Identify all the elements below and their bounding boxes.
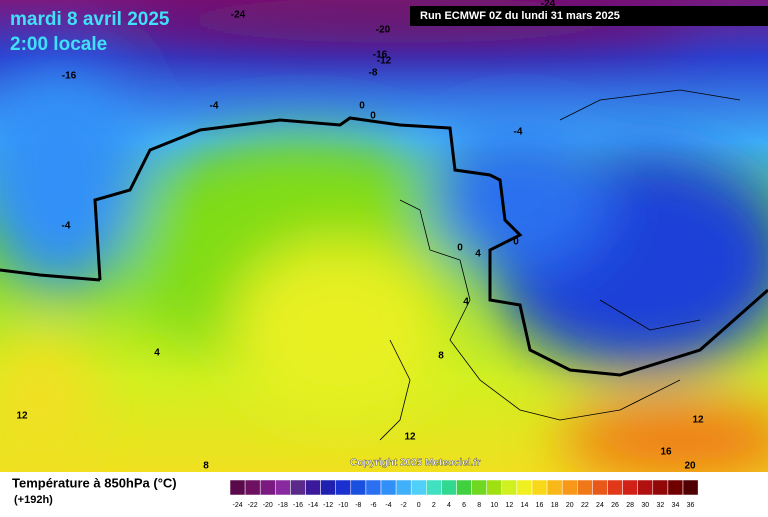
scale-label: 8 [477, 502, 481, 509]
scale-label: 12 [505, 502, 513, 509]
scale-label: 0 [417, 502, 421, 509]
contour-label: 0 [457, 243, 463, 254]
contour-label: 12 [16, 411, 28, 422]
time: 2:00 locale [10, 34, 107, 55]
scale-label: 20 [566, 502, 574, 509]
scale-label: 16 [536, 502, 544, 509]
scale-swatch [501, 479, 518, 496]
scale-label: -2 [401, 502, 407, 509]
scale-label: -16 [293, 502, 303, 509]
scale-label: 6 [462, 502, 466, 509]
run-box [410, 6, 768, 26]
scale-label: -18 [278, 502, 288, 509]
contour-label: 16 [660, 447, 672, 458]
contour-label: 0 [513, 237, 519, 248]
scale-swatch [395, 479, 412, 496]
scale-swatch [516, 479, 533, 496]
scale-swatch [577, 479, 593, 496]
scale-swatch [592, 479, 608, 496]
contour-label: -16 [62, 71, 77, 82]
contour-label: -4 [62, 221, 71, 232]
scale-swatch [652, 479, 669, 496]
scale-swatch [229, 479, 246, 496]
scale-label: -4 [385, 502, 391, 509]
scale-label: -24 [232, 502, 242, 509]
scale-label: 28 [626, 502, 634, 509]
scale-swatch [320, 479, 336, 496]
scale-label: 26 [611, 502, 619, 509]
scale-swatch [244, 479, 261, 496]
scale-swatch [350, 479, 367, 496]
scale-swatch [426, 479, 442, 496]
scale-label: -12 [323, 502, 333, 509]
contour-label: -24 [541, 0, 556, 10]
scale-swatch [546, 479, 563, 496]
scale-label: -20 [263, 502, 273, 509]
contour-label: -12 [377, 56, 392, 67]
scale-label: 4 [447, 502, 451, 509]
scale-swatch [667, 479, 684, 496]
contour-label: 4 [154, 348, 160, 359]
scale-label: 36 [687, 502, 695, 509]
scale-swatch [259, 479, 276, 496]
scale-swatch [682, 479, 699, 496]
contour-label: 0 [359, 101, 365, 112]
scale-swatch [380, 479, 397, 496]
scale-label: 34 [672, 502, 680, 509]
scale-swatch [275, 479, 291, 496]
contour-label: 8 [438, 351, 444, 362]
contour-label: -8 [369, 68, 378, 79]
scale-label: 24 [596, 502, 604, 509]
contour-label: -24 [231, 10, 246, 21]
scale-swatch [637, 479, 654, 496]
scale-label: -6 [370, 502, 376, 509]
legend-title: Température à 850hPa (°C) [12, 475, 177, 490]
scale-label: -10 [338, 502, 348, 509]
map [0, 0, 768, 480]
scale-swatch [561, 479, 578, 496]
contour-label: 8 [203, 461, 209, 472]
contour-label: 4 [475, 249, 481, 260]
scale-label: 10 [490, 502, 498, 509]
contour-label: -4 [210, 101, 219, 112]
contour-label: 4 [463, 297, 469, 308]
run-info: Run ECMWF 0Z du lundi 31 mars 2025 [420, 10, 620, 22]
contour-label: 0 [370, 111, 376, 122]
scale-label: 18 [551, 502, 559, 509]
scale-label: 22 [581, 502, 589, 509]
contour-label: -16 [373, 50, 388, 61]
legend-subtitle: (+192h) [14, 494, 53, 506]
scale-label: -22 [248, 502, 258, 509]
scale-swatch [410, 479, 427, 496]
scale-label: 30 [641, 502, 649, 509]
scale-swatch [290, 479, 306, 496]
contour-label: 12 [404, 432, 416, 443]
scale-swatch [365, 479, 382, 496]
contour-label: -20 [376, 25, 391, 36]
contour-label: 20 [684, 461, 696, 472]
scale-swatch [622, 479, 638, 496]
scale-label: -14 [308, 502, 318, 509]
scale-label: 14 [521, 502, 529, 509]
scale-label: -8 [355, 502, 361, 509]
scale-swatch [335, 479, 352, 496]
scale-swatch [471, 479, 487, 496]
copyright: Copyright 2025 Meteociel.fr [350, 458, 481, 469]
scale-swatch [456, 479, 472, 496]
contour-label: 12 [692, 415, 704, 426]
scale-swatch [486, 479, 503, 496]
scale-label: 32 [656, 502, 664, 509]
scale-swatch [441, 479, 457, 496]
scale-swatch [305, 479, 321, 496]
scale-label: 2 [432, 502, 436, 509]
contour-label: -4 [514, 127, 523, 138]
date: mardi 8 avril 2025 [10, 9, 170, 30]
scale-swatch [531, 479, 548, 496]
scale-swatch [607, 479, 623, 496]
